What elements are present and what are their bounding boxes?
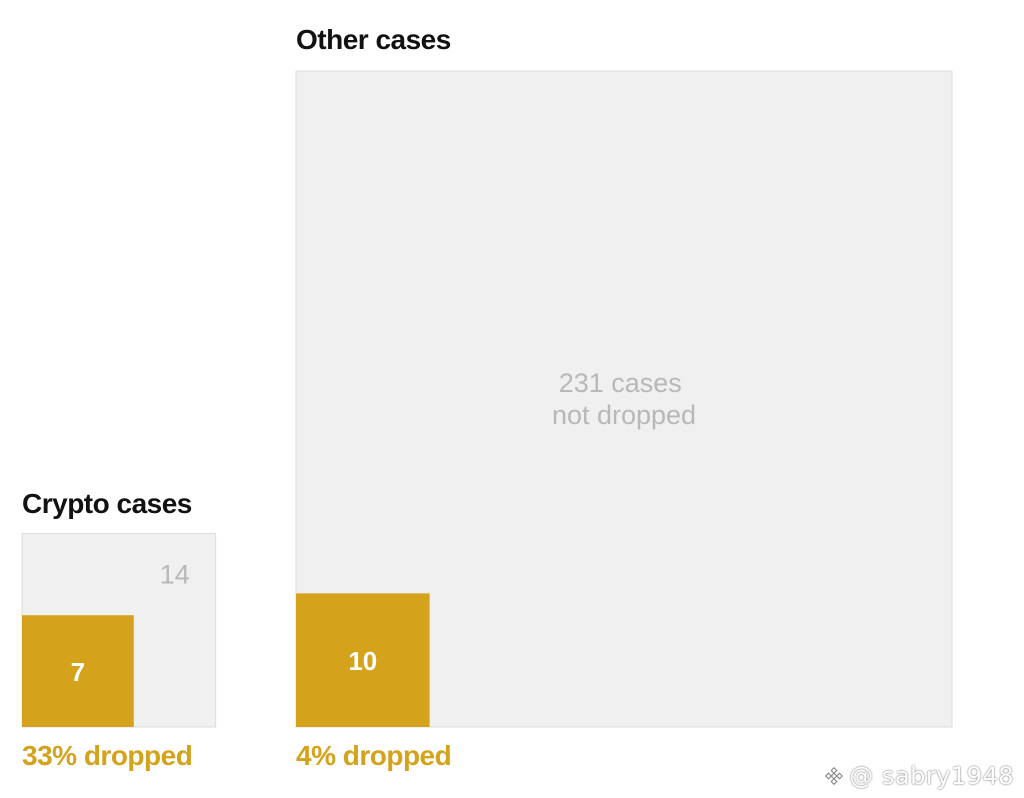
other-not-dropped-label-line2: not dropped (552, 400, 696, 430)
other-panel: Other cases 231 cases not dropped 10 4% … (295, 24, 953, 771)
other-panel-title: Other cases (296, 24, 451, 55)
crypto-dropped-label: 7 (71, 657, 85, 687)
crypto-panel-title: Crypto cases (22, 488, 192, 519)
binance-logo-icon (825, 766, 844, 786)
other-percent-label: 4% dropped (296, 740, 451, 771)
crypto-panel: Crypto cases 14 7 33% dropped (21, 488, 217, 771)
other-not-dropped-label: 231 cases not dropped (552, 368, 696, 430)
other-dropped-box (296, 593, 430, 727)
crypto-not-dropped-label: 14 (160, 559, 190, 589)
watermark-text: @ sabry1948 (849, 762, 1014, 790)
crypto-dropped-box (22, 615, 134, 727)
other-not-dropped-label-line1: 231 cases (559, 368, 682, 398)
other-dropped-label: 10 (348, 646, 377, 676)
crypto-percent-label: 33% dropped (22, 740, 192, 771)
watermark: @ sabry1948 (823, 762, 1014, 790)
